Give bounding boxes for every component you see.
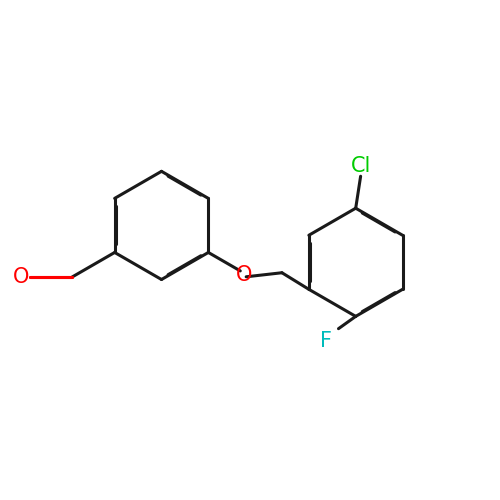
Text: Cl: Cl: [350, 156, 371, 176]
Text: O: O: [236, 265, 252, 285]
Text: F: F: [320, 331, 332, 351]
Text: O: O: [14, 267, 30, 287]
